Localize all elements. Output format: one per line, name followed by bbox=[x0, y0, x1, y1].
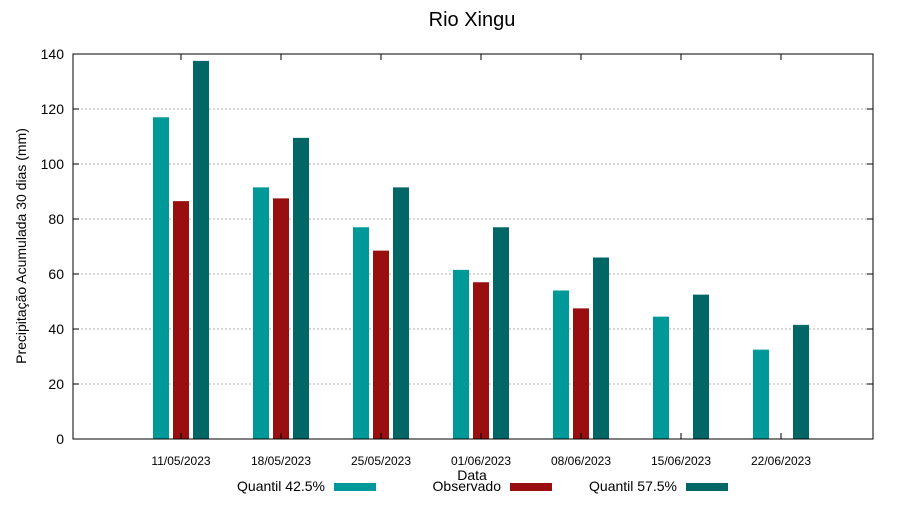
bars bbox=[153, 60, 809, 439]
y-axis-label: Precipitação Acumulada 30 dias (mm) bbox=[13, 128, 29, 364]
bar bbox=[173, 201, 189, 439]
legend-swatch bbox=[334, 483, 376, 491]
bar bbox=[293, 137, 309, 439]
legend-label: Quantil 57.5% bbox=[589, 478, 677, 494]
legend-label: Observado bbox=[433, 478, 502, 494]
x-tick-label: 18/05/2023 bbox=[251, 454, 311, 468]
bar bbox=[193, 60, 209, 439]
y-tick-label: 100 bbox=[41, 156, 65, 172]
bar bbox=[493, 227, 509, 439]
bar bbox=[273, 198, 289, 439]
x-axis: 11/05/2023 18/05/2023 25/05/2023 01/06/2023… bbox=[151, 54, 811, 468]
x-tick-label: 01/06/2023 bbox=[451, 454, 511, 468]
plot-frame bbox=[72, 53, 874, 440]
y-tick-label: 0 bbox=[56, 431, 64, 447]
bar bbox=[393, 187, 409, 439]
bar bbox=[153, 117, 169, 439]
legend-swatch bbox=[510, 483, 552, 491]
bar bbox=[353, 227, 369, 439]
chart-title: Rio Xingu bbox=[429, 9, 516, 31]
y-axis: 0 20 40 60 80 100 120 140 bbox=[41, 46, 873, 447]
bar bbox=[253, 187, 269, 439]
bar bbox=[793, 324, 809, 439]
legend-label: Quantil 42.5% bbox=[237, 478, 325, 494]
x-axis-label: Data bbox=[457, 467, 487, 483]
bar bbox=[593, 257, 609, 439]
bar bbox=[473, 282, 489, 439]
bar bbox=[553, 290, 569, 439]
y-tick-label: 80 bbox=[48, 211, 64, 227]
bar bbox=[753, 349, 769, 439]
bar bbox=[573, 308, 589, 439]
y-tick-label: 60 bbox=[48, 266, 64, 282]
legend-swatch bbox=[686, 483, 728, 491]
bar bbox=[373, 250, 389, 439]
x-tick-label: 15/06/2023 bbox=[651, 454, 711, 468]
y-tick-label: 40 bbox=[48, 321, 64, 337]
bar bbox=[693, 294, 709, 439]
x-tick-label: 08/06/2023 bbox=[551, 454, 611, 468]
y-tick-label: 20 bbox=[48, 376, 64, 392]
x-tick-label: 22/06/2023 bbox=[751, 454, 811, 468]
y-tick-label: 120 bbox=[41, 101, 65, 117]
bar bbox=[453, 269, 469, 439]
y-tick-label: 140 bbox=[41, 46, 65, 62]
x-tick-label: 25/05/2023 bbox=[351, 454, 411, 468]
legend: Quantil 42.5% Observado Quantil 57.5% bbox=[237, 478, 728, 494]
bar bbox=[653, 316, 669, 439]
x-tick-label: 11/05/2023 bbox=[151, 454, 210, 468]
